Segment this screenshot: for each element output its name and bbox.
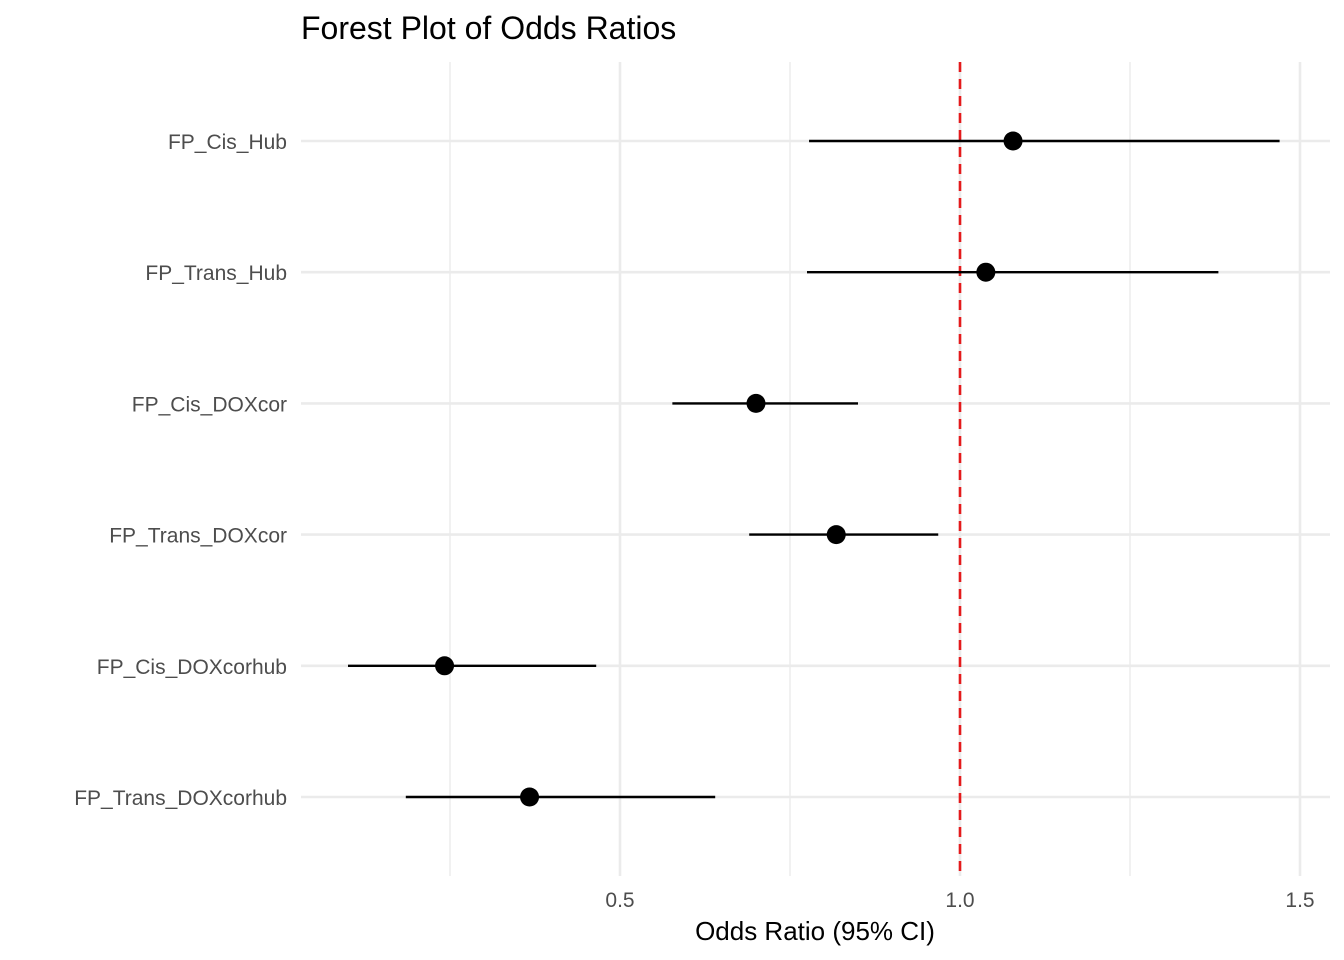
point-estimate-5 [520, 787, 540, 807]
x-tick-label-1: 1.0 [945, 889, 974, 912]
y-tick-label-5: FP_Trans_DOXcorhub [74, 787, 287, 810]
point-estimate-2 [746, 393, 766, 413]
major-gridlines [301, 62, 1330, 876]
minor-gridlines [449, 62, 1131, 876]
y-tick-label-0: FP_Cis_Hub [168, 131, 287, 154]
chart-title: Forest Plot of Odds Ratios [301, 10, 676, 46]
x-tick-label-0: 0.5 [605, 889, 634, 912]
y-tick-label-2: FP_Cis_DOXcor [132, 393, 287, 416]
point-estimate-1 [976, 262, 996, 282]
y-tick-label-1: FP_Trans_Hub [145, 262, 287, 285]
confidence-intervals [348, 139, 1280, 799]
point-estimate-3 [826, 525, 846, 545]
x-axis-title: Odds Ratio (95% CI) [695, 916, 935, 946]
y-axis-tick-labels: FP_Cis_Hub FP_Trans_Hub FP_Cis_DOXcor FP_Tr… [74, 131, 287, 810]
point-estimates [435, 131, 1023, 807]
x-axis-tick-labels: 0.5 1.0 1.5 [605, 889, 1314, 912]
point-estimate-0 [1003, 131, 1023, 151]
y-tick-label-4: FP_Cis_DOXcorhub [97, 656, 287, 679]
point-estimate-4 [435, 656, 455, 676]
x-tick-label-2: 1.5 [1285, 889, 1314, 912]
y-tick-label-3: FP_Trans_DOXcor [109, 525, 287, 548]
